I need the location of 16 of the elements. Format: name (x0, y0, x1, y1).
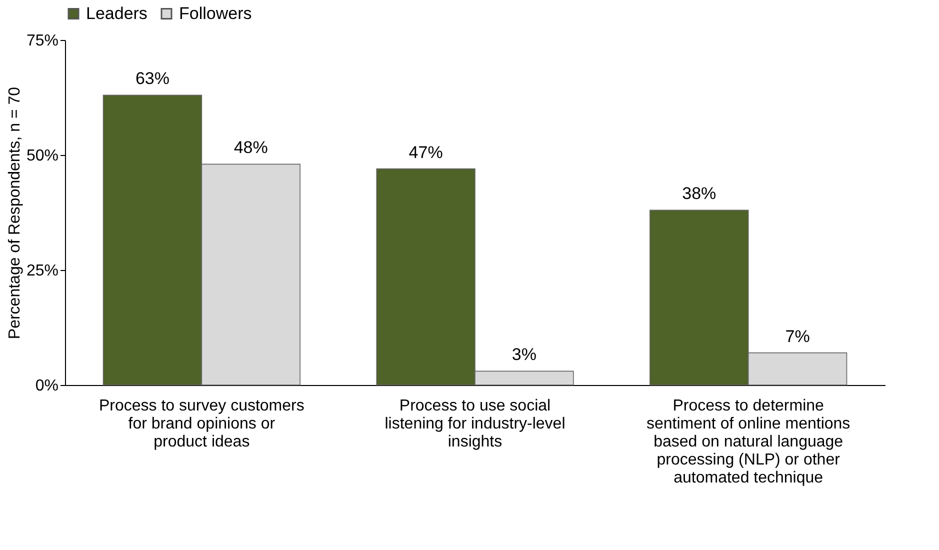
y-tick-label: 0% (35, 378, 58, 394)
data-label: 3% (512, 345, 536, 364)
x-tick-label: Process to determine sentiment of online mentions based on natural language processing (NLP) or other automated technique (646, 398, 850, 486)
y-axis-title: Percentage of Respondents, n = 70 (6, 86, 24, 340)
x-tick-label: Process to use social listening for industry-level insights (384, 398, 566, 450)
y-tick-label: 75% (26, 32, 58, 50)
y-tick-label: 25% (26, 262, 58, 280)
data-label: 7% (785, 326, 810, 346)
data-label: 47% (408, 142, 443, 162)
data-label: 63% (135, 69, 170, 88)
legend-label: Leaders (86, 4, 148, 23)
legend-label: Followers (179, 4, 252, 23)
data-label: 48% (234, 138, 268, 158)
y-tick-label: 50% (26, 148, 58, 164)
data-label: 38% (682, 184, 716, 204)
x-tick-label: Process to survey customers for brand opinions or product ideas (98, 398, 304, 450)
